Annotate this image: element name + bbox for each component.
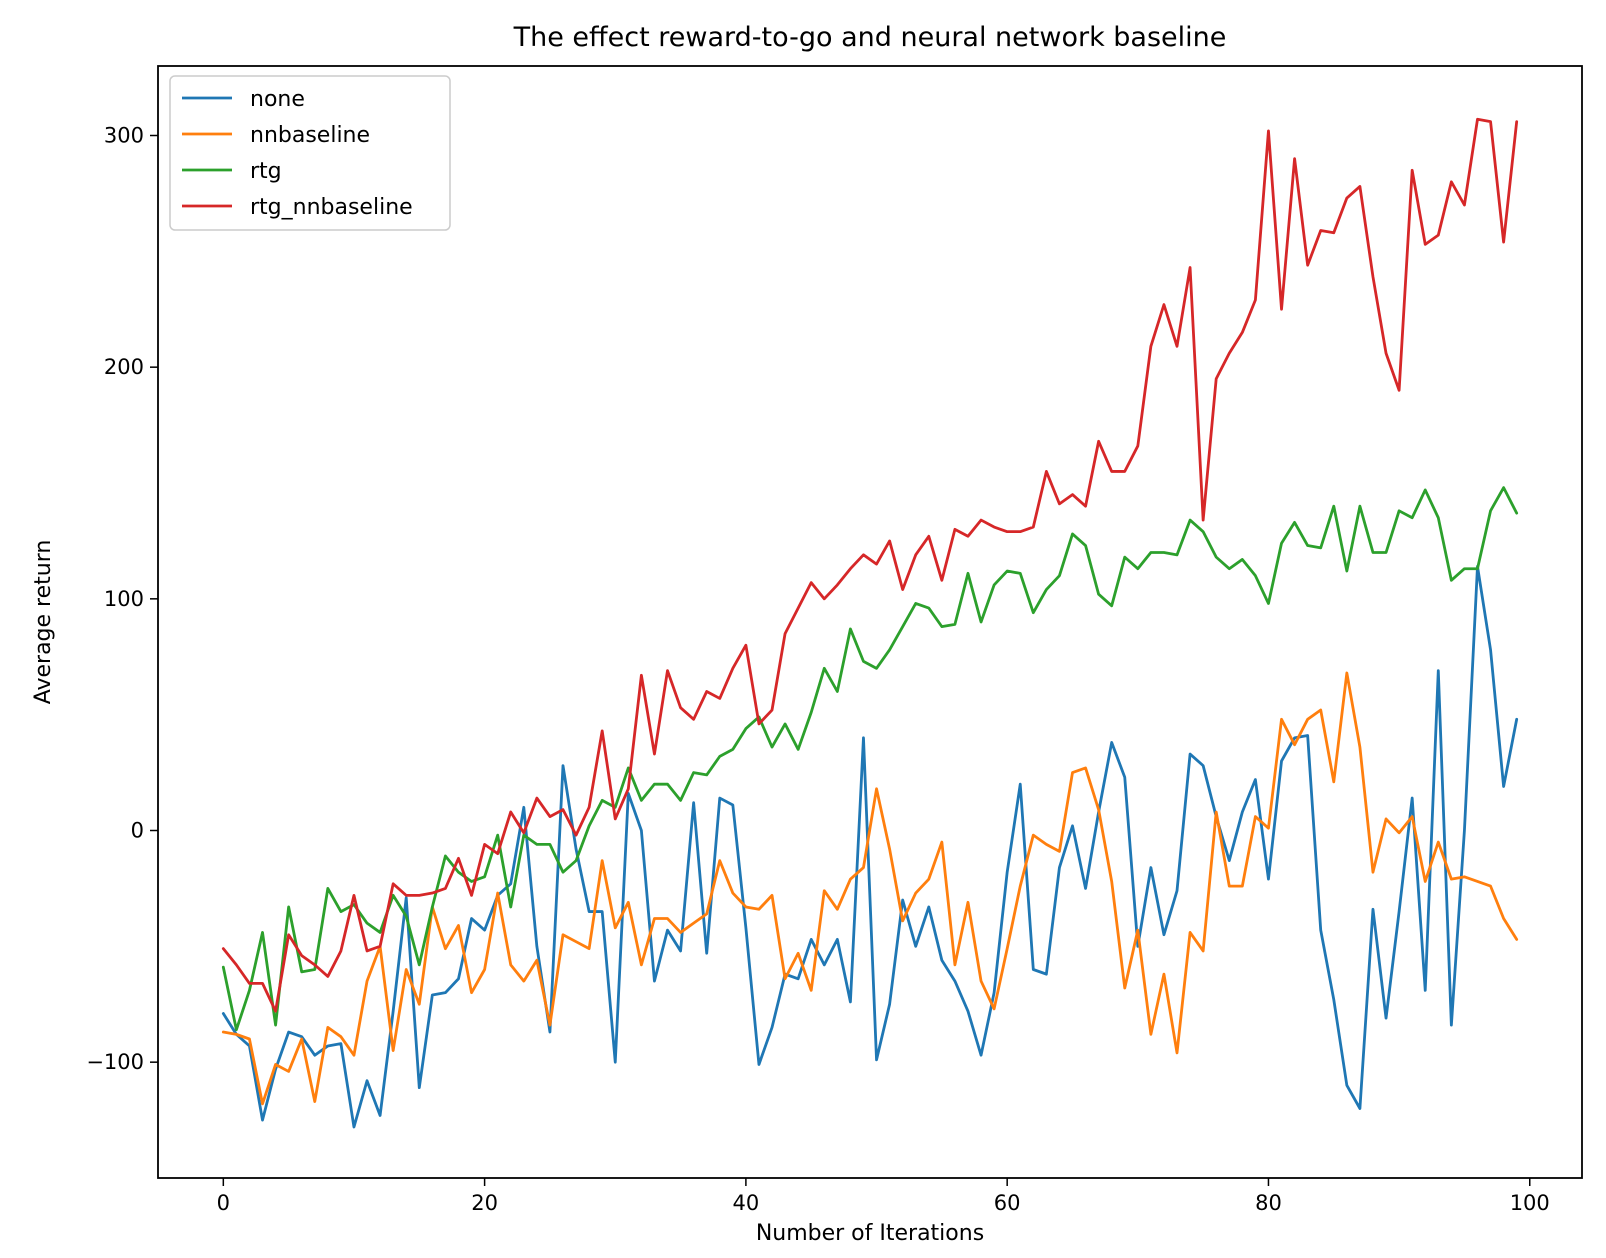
axes-frame: [157, 65, 1583, 1179]
legend: none nnbaseline rtg rtg_nnbaseline: [169, 75, 451, 231]
x-tick-label: 60: [994, 1191, 1021, 1215]
legend-box: [169, 75, 451, 231]
x-tick-label: 0: [217, 1191, 230, 1215]
chart-title: The effect reward-to-go and neural netwo…: [513, 22, 1227, 53]
x-tick-label: 20: [471, 1191, 498, 1215]
series-line-rtg: [221, 486, 1519, 1032]
y-tick-label: 0: [131, 819, 144, 843]
series-line-rtg-nnbaseline: [221, 117, 1519, 1013]
legend-label: rtg_nnbaseline: [250, 195, 413, 220]
y-tick-label: 100: [104, 587, 144, 611]
x-axis-label: Number of Iterations: [756, 1221, 984, 1246]
legend-label: nnbaseline: [250, 123, 370, 148]
series-line-none: [221, 565, 1519, 1129]
axis-ticks: 0 20 40 60 80 100 −100 0 100 200 300: [86, 124, 1549, 1216]
y-tick-label: 200: [104, 355, 144, 379]
x-tick-label: 80: [1255, 1191, 1282, 1215]
series-line-nnbaseline: [221, 671, 1519, 1106]
x-tick-label: 100: [1510, 1191, 1550, 1215]
plot-area: [221, 117, 1519, 1129]
y-tick-label: −100: [86, 1050, 144, 1074]
y-axis-label: Average return: [31, 540, 56, 705]
legend-label: rtg: [250, 159, 282, 184]
x-tick-label: 40: [733, 1191, 760, 1215]
y-tick-label: 300: [104, 124, 144, 148]
legend-label: none: [250, 87, 305, 112]
